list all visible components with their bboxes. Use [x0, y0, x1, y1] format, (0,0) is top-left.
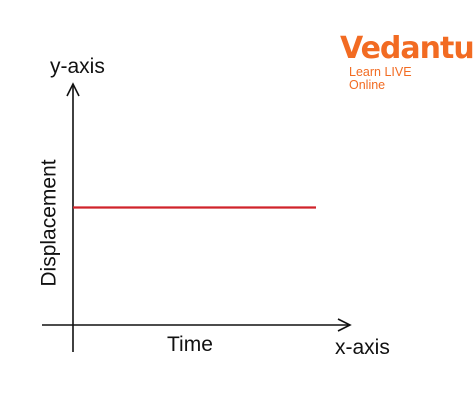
- y-axis-name: y-axis: [50, 55, 105, 78]
- y-axis-arrow: [66, 82, 80, 97]
- vedantu-logo: Vedantu Learn LIVE Online: [340, 31, 474, 92]
- x-axis-name: x-axis: [335, 336, 390, 359]
- x-axis-title: Time: [167, 333, 213, 356]
- logo-wordmark: Vedantu: [340, 31, 474, 66]
- x-axis-arrow: [337, 318, 352, 332]
- logo-tagline: Learn LIVE Online: [349, 65, 412, 92]
- y-axis-title: Displacement: [37, 159, 61, 287]
